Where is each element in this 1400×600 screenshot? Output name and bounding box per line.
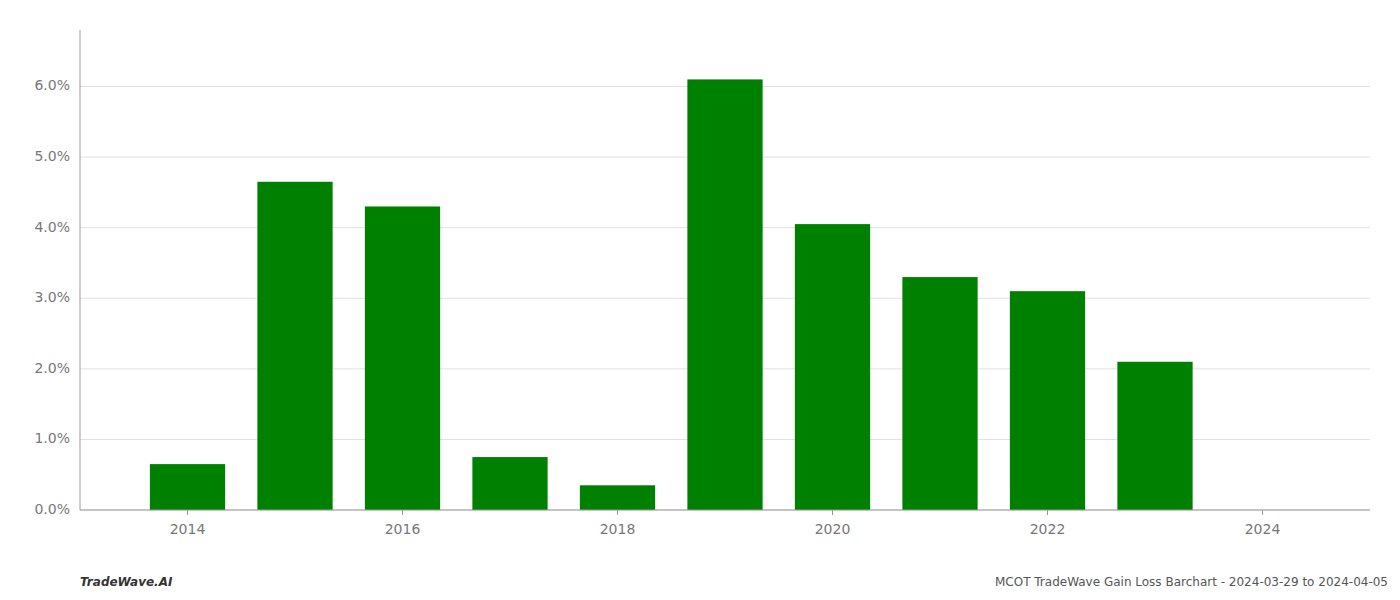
- y-tick-label: 1.0%: [34, 430, 70, 446]
- y-tick-label: 4.0%: [34, 219, 70, 235]
- x-tick-label: 2018: [600, 521, 636, 537]
- bar: [1117, 362, 1192, 510]
- x-tick-label: 2014: [170, 521, 206, 537]
- x-axis-line: [80, 510, 1370, 511]
- bar: [257, 182, 332, 510]
- y-tick-label: 5.0%: [34, 148, 70, 164]
- x-tick: [832, 510, 833, 515]
- x-tick-label: 2024: [1245, 521, 1281, 537]
- bar: [795, 224, 870, 510]
- x-axis-labels: 2014 2016 2018 2020 2022 2024: [170, 510, 1281, 537]
- y-tick-label: 2.0%: [34, 360, 70, 376]
- y-tick-label: 3.0%: [34, 289, 70, 305]
- x-tick: [187, 510, 188, 515]
- footer-left: TradeWave.AI: [80, 575, 173, 589]
- y-tick-label: 6.0%: [34, 77, 70, 93]
- bar: [150, 464, 225, 510]
- footer-right: MCOT TradeWave Gain Loss Barchart - 2024…: [995, 575, 1388, 589]
- grid-line: [80, 510, 1370, 511]
- bar: [472, 457, 547, 510]
- bars: [150, 79, 1193, 510]
- bar: [365, 206, 440, 510]
- y-axis-line: [80, 30, 81, 510]
- x-tick: [1047, 510, 1048, 515]
- x-tick: [1262, 510, 1263, 515]
- background: [0, 0, 1400, 600]
- chart: 0.0% 1.0% 2.0% 3.0% 4.0% 5.0% 6.0% 2014 2016 2018…: [0, 0, 1400, 600]
- x-tick-label: 2016: [385, 521, 421, 537]
- x-tick-label: 2022: [1030, 521, 1066, 537]
- bar: [580, 485, 655, 510]
- x-tick: [617, 510, 618, 515]
- x-tick-label: 2020: [815, 521, 851, 537]
- bar: [1010, 291, 1085, 510]
- y-tick-label: 0.0%: [34, 501, 70, 517]
- x-tick: [402, 510, 403, 515]
- y-axis-labels: 0.0% 1.0% 2.0% 3.0% 4.0% 5.0% 6.0%: [34, 77, 70, 517]
- bar: [687, 79, 762, 510]
- bar: [902, 277, 977, 510]
- chart-container: 0.0% 1.0% 2.0% 3.0% 4.0% 5.0% 6.0% 2014 2016 2018…: [0, 0, 1400, 600]
